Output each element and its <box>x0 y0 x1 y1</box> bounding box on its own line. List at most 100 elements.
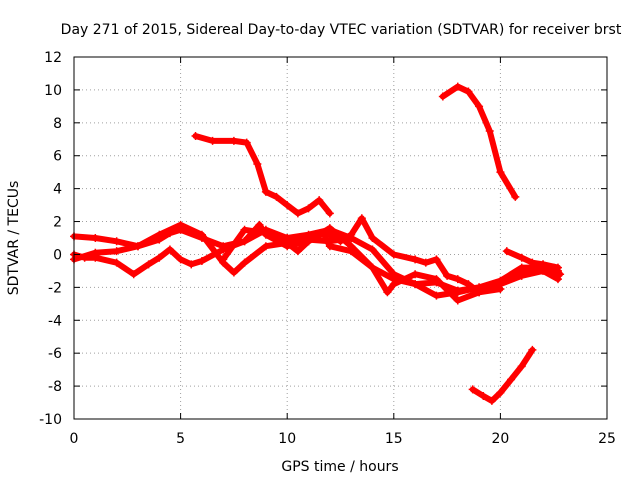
data-point-marker <box>197 230 206 239</box>
data-point-marker <box>496 388 505 397</box>
data-point-marker <box>496 276 505 285</box>
data-point-marker <box>357 214 366 223</box>
x-tick-label: 25 <box>598 431 616 447</box>
series-track-h <box>468 345 537 405</box>
data-point-marker <box>553 266 562 275</box>
data-point-marker <box>383 288 392 297</box>
data-point-marker <box>325 209 334 218</box>
data-point-marker <box>432 255 441 264</box>
data-point-marker <box>347 242 356 251</box>
data-point-marker <box>155 230 164 239</box>
data-point-marker <box>176 220 185 229</box>
data-point-marker <box>528 345 537 354</box>
data-point-marker <box>283 201 292 210</box>
y-tick-label: -4 <box>48 313 62 329</box>
data-point-marker <box>432 291 441 300</box>
data-point-marker <box>240 237 249 246</box>
data-point-marker <box>368 234 377 242</box>
x-tick-label: 15 <box>385 431 403 447</box>
data-point-marker <box>502 247 511 256</box>
data-point-marker <box>389 270 398 279</box>
data-point-marker <box>528 258 537 267</box>
data-point-marker <box>293 247 302 256</box>
data-point-marker <box>368 245 377 254</box>
plot-frame <box>73 56 608 420</box>
data-point-marker <box>411 255 420 264</box>
data-point-marker <box>283 235 292 244</box>
data-point-marker <box>539 260 548 269</box>
data-point-marker <box>112 258 121 267</box>
data-point-marker <box>517 253 526 262</box>
data-point-marker <box>261 242 270 251</box>
data-point-marker <box>549 263 558 272</box>
data-point-marker <box>155 253 164 262</box>
y-tick-label: 8 <box>53 116 62 132</box>
series-line <box>326 215 504 296</box>
data-point-marker <box>187 260 196 269</box>
data-point-marker <box>219 255 228 264</box>
data-point-marker <box>129 270 138 279</box>
data-point-marker <box>453 275 462 284</box>
chart-title: Day 271 of 2015, Sidereal Day-to-day VTE… <box>61 22 622 38</box>
data-point-marker <box>411 280 420 289</box>
data-point-marker <box>511 192 520 201</box>
data-point-marker <box>479 391 488 400</box>
data-point-marker <box>432 278 441 287</box>
y-axis-label: SDTVAR / TECUs <box>6 181 22 296</box>
data-point-marker <box>389 250 398 259</box>
data-point-marker <box>517 362 526 371</box>
series-track-i <box>502 247 562 275</box>
data-point-marker <box>240 225 249 234</box>
y-tick-label: 6 <box>53 149 62 165</box>
data-point-marker <box>229 268 238 277</box>
data-point-marker <box>229 136 238 145</box>
y-tick-label: -10 <box>39 412 62 428</box>
data-point-marker <box>112 247 121 256</box>
y-tick-label: 0 <box>53 247 62 263</box>
data-point-marker <box>421 258 430 267</box>
series-track-d <box>191 131 334 218</box>
data-point-marker <box>261 187 270 196</box>
data-point-marker <box>304 204 313 213</box>
series-layer <box>70 82 565 405</box>
data-point-marker <box>475 283 484 292</box>
data-point-marker <box>133 242 142 251</box>
data-point-marker <box>468 385 477 394</box>
data-point-marker <box>208 136 217 145</box>
data-point-marker <box>255 220 264 229</box>
data-point-marker <box>91 248 100 257</box>
y-tick-label: -8 <box>48 379 62 395</box>
data-point-marker <box>507 375 516 384</box>
x-tick-label: 10 <box>278 431 296 447</box>
data-point-marker <box>496 168 505 177</box>
data-point-marker <box>453 296 462 305</box>
data-point-marker <box>144 260 153 269</box>
axis-ticks: 0 5 10 15 20 25 -10 -8 -6 -4 -2 0 2 4 6 8 10 12 <box>39 50 616 447</box>
data-point-marker <box>325 237 334 246</box>
y-tick-label: 10 <box>44 83 62 99</box>
data-point-marker <box>315 196 324 205</box>
y-tick-label: 4 <box>53 182 62 198</box>
data-point-marker <box>165 245 174 254</box>
data-point-marker <box>272 192 281 201</box>
data-point-marker <box>496 285 505 294</box>
data-point-marker <box>176 255 185 264</box>
data-point-marker <box>191 131 200 140</box>
y-tick-label: -6 <box>48 346 62 362</box>
data-point-marker <box>475 102 484 111</box>
x-axis-label: GPS time / hours <box>281 459 398 475</box>
data-point-marker <box>261 229 270 238</box>
data-point-marker <box>438 92 447 101</box>
x-tick-label: 5 <box>176 431 185 447</box>
data-point-marker <box>253 159 262 168</box>
y-tick-label: -2 <box>48 280 62 296</box>
data-point-marker <box>464 87 473 96</box>
data-point-marker <box>304 235 313 244</box>
data-point-marker <box>411 270 420 279</box>
data-point-marker <box>443 271 452 280</box>
data-point-marker <box>517 263 526 272</box>
data-point-marker <box>368 263 377 272</box>
y-tick-label: 2 <box>53 215 62 231</box>
data-point-marker <box>485 127 494 136</box>
